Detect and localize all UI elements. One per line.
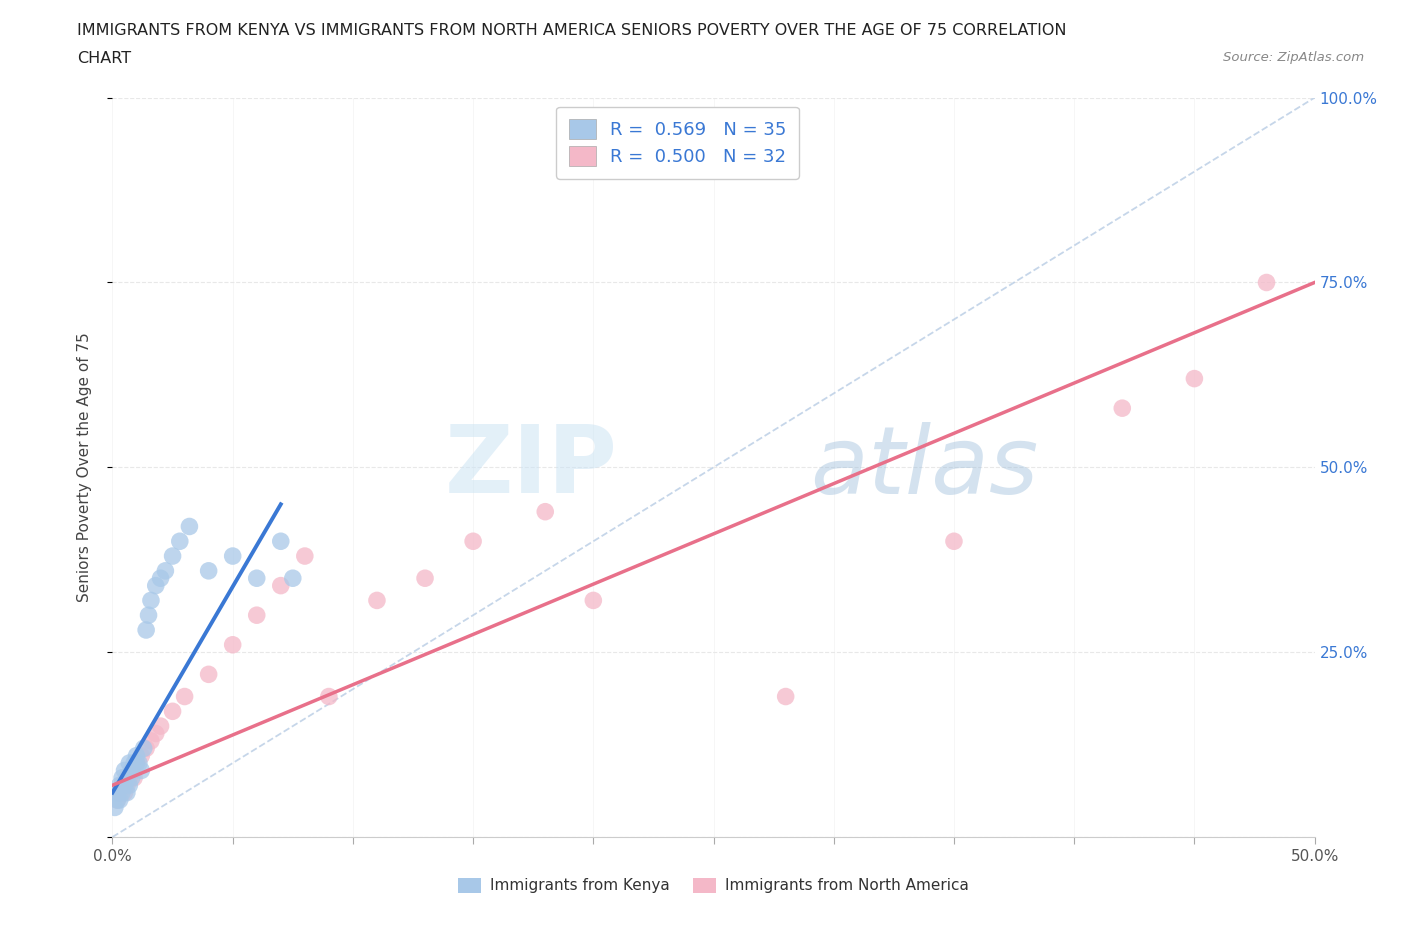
Point <box>366 593 388 608</box>
Point <box>162 704 184 719</box>
Text: IMMIGRANTS FROM KENYA VS IMMIGRANTS FROM NORTH AMERICA SENIORS POVERTY OVER THE : IMMIGRANTS FROM KENYA VS IMMIGRANTS FROM… <box>77 23 1067 38</box>
Point <box>132 741 155 756</box>
Point <box>149 719 172 734</box>
Point <box>155 564 177 578</box>
Point <box>149 571 172 586</box>
Point <box>122 755 145 770</box>
Text: ZIP: ZIP <box>444 421 617 513</box>
Point <box>122 770 145 785</box>
Point <box>145 726 167 741</box>
Point <box>413 571 436 586</box>
Point <box>1184 371 1206 386</box>
Point <box>775 689 797 704</box>
Point <box>318 689 340 704</box>
Point <box>115 777 138 792</box>
Point <box>114 785 136 800</box>
Point <box>108 785 131 800</box>
Point <box>115 770 138 785</box>
Point <box>128 755 150 770</box>
Point <box>270 578 292 593</box>
Text: Source: ZipAtlas.com: Source: ZipAtlas.com <box>1223 51 1364 64</box>
Point <box>582 593 605 608</box>
Point <box>1111 401 1133 416</box>
Point <box>121 763 143 777</box>
Point <box>169 534 191 549</box>
Point <box>118 755 141 770</box>
Point <box>131 763 153 777</box>
Point <box>139 593 162 608</box>
Point <box>145 578 167 593</box>
Point <box>114 763 136 777</box>
Point <box>281 571 304 586</box>
Point <box>179 519 201 534</box>
Point <box>105 792 128 807</box>
Point <box>108 792 131 807</box>
Point <box>125 755 148 770</box>
Point <box>125 749 148 764</box>
Point <box>108 777 131 792</box>
Point <box>111 777 134 792</box>
Point <box>197 564 219 578</box>
Point <box>121 763 143 777</box>
Point <box>125 755 148 770</box>
Y-axis label: Seniors Poverty Over the Age of 75: Seniors Poverty Over the Age of 75 <box>77 332 91 603</box>
Point <box>105 785 128 800</box>
Legend: R =  0.569   N = 35, R =  0.500   N = 32: R = 0.569 N = 35, R = 0.500 N = 32 <box>555 107 799 179</box>
Point <box>118 777 141 792</box>
Point <box>111 785 134 800</box>
Text: CHART: CHART <box>77 51 131 66</box>
Point <box>294 549 316 564</box>
Point <box>942 534 965 549</box>
Point <box>246 571 269 586</box>
Point <box>105 792 128 807</box>
Point <box>135 622 157 637</box>
Point <box>115 785 138 800</box>
Point <box>121 770 143 785</box>
Point <box>139 734 162 749</box>
Point <box>1256 275 1278 290</box>
Point <box>131 749 153 764</box>
Point <box>114 777 136 792</box>
Point <box>222 637 245 652</box>
Point <box>246 608 269 623</box>
Point <box>270 534 292 549</box>
Point <box>162 549 184 564</box>
Point <box>135 741 157 756</box>
Point <box>461 534 484 549</box>
Point <box>104 800 127 815</box>
Point <box>197 667 219 682</box>
Point <box>118 770 141 785</box>
Point <box>173 689 195 704</box>
Point <box>534 504 557 519</box>
Text: atlas: atlas <box>810 422 1038 512</box>
Point <box>111 770 134 785</box>
Point <box>222 549 245 564</box>
Point <box>138 608 160 623</box>
